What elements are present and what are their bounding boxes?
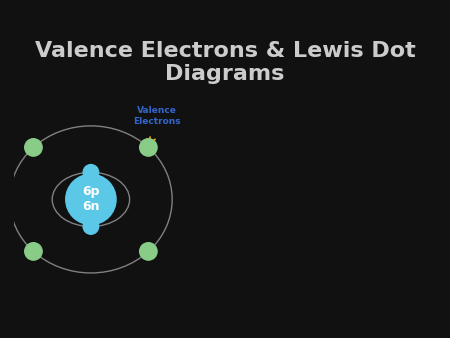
Circle shape [25,243,42,260]
Text: S: S [286,139,376,260]
Text: Valence
Electrons: Valence Electrons [133,106,180,126]
Point [387,182,394,188]
Circle shape [140,139,157,156]
Point [257,197,265,202]
Text: 6p
6n: 6p 6n [82,186,99,213]
Point [306,256,313,261]
Point [387,211,394,217]
Circle shape [25,139,42,156]
Circle shape [83,165,99,180]
Point [293,138,301,143]
Circle shape [66,174,116,224]
Text: Valence Electrons & Lewis Dot
Diagrams: Valence Electrons & Lewis Dot Diagrams [35,41,415,84]
Circle shape [140,243,157,260]
Point [319,138,326,143]
Circle shape [83,219,99,234]
